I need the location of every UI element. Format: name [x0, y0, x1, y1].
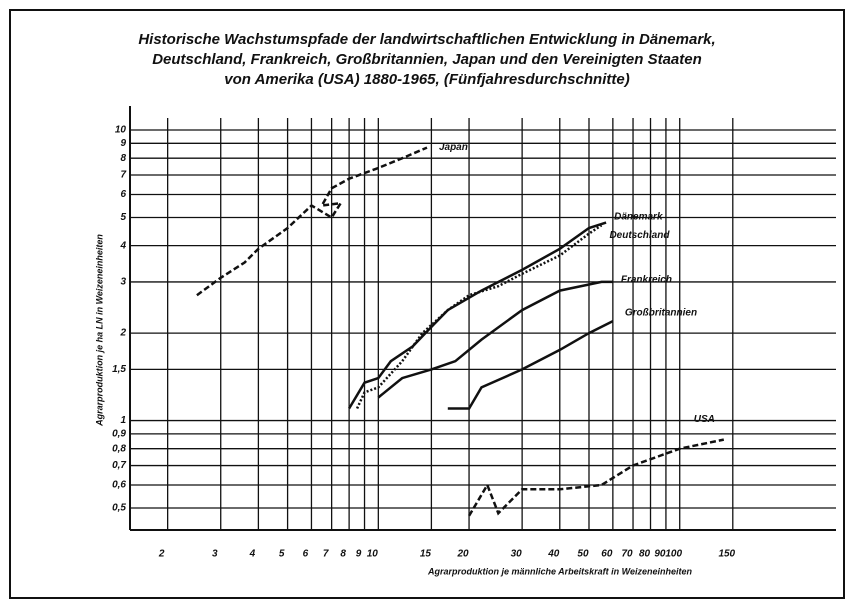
x-tick-label: 8 — [340, 549, 346, 560]
y-tick-label: 10 — [115, 125, 127, 136]
x-tick-label: 4 — [249, 549, 256, 560]
x-tick-label: 150 — [718, 549, 735, 560]
series-label: Großbritannien — [625, 308, 697, 319]
series-line — [196, 146, 428, 297]
x-tick-label: 50 — [577, 549, 589, 560]
y-tick-label: 1 — [120, 415, 126, 426]
series-label: Frankreich — [621, 275, 672, 286]
x-tick-label: 5 — [279, 549, 285, 560]
x-tick-label: 30 — [511, 549, 523, 560]
series-label: Japan — [439, 142, 468, 153]
y-tick-label: 0,6 — [112, 480, 126, 491]
y-tick-label: 7 — [120, 170, 126, 181]
x-tick-label: 6 — [303, 549, 309, 560]
series-line — [377, 280, 613, 399]
series-line — [355, 224, 603, 410]
x-tick-label: 20 — [456, 549, 469, 560]
frame — [9, 9, 845, 599]
x-tick-label: 70 — [621, 549, 633, 560]
y-tick-label: 2 — [119, 328, 126, 339]
y-tick-label: 1,5 — [112, 364, 126, 375]
x-tick-label: 7 — [323, 549, 329, 560]
chart-title: Historische Wachstumspfade der landwirts… — [138, 31, 715, 48]
x-tick-label: 9 — [356, 549, 362, 560]
series-label: Dänemark — [614, 211, 663, 222]
y-tick-label: 9 — [120, 138, 126, 149]
series-label: Deutschland — [609, 230, 670, 241]
y-tick-label: 6 — [120, 189, 126, 200]
y-tick-label: 0,9 — [112, 428, 126, 439]
y-tick-label: 0,5 — [112, 503, 126, 514]
y-tick-label: 5 — [120, 212, 126, 223]
x-tick-label: 2 — [158, 549, 165, 560]
series-label: USA — [694, 414, 715, 425]
y-axis-label: Agrarproduktion je ha LN in Weizeneinhei… — [94, 234, 104, 427]
x-tick-label: 15 — [420, 549, 432, 560]
x-axis-label: Agrarproduktion je männliche Arbeitskraf… — [427, 566, 693, 576]
x-tick-label: 3 — [212, 549, 218, 560]
series-line — [447, 319, 614, 410]
y-tick-label: 0,7 — [112, 460, 126, 471]
y-tick-label: 3 — [120, 277, 126, 288]
series-line — [348, 221, 607, 410]
x-tick-label: 60 — [601, 549, 613, 560]
y-tick-label: 4 — [119, 240, 126, 251]
x-tick-label: 80 — [639, 549, 651, 560]
x-tick-label: 40 — [547, 549, 560, 560]
y-tick-label: 8 — [120, 153, 126, 164]
chart-title: von Amerika (USA) 1880-1965, (Fünfjahres… — [224, 71, 629, 88]
series-line — [468, 438, 725, 517]
x-tick-label: 100 — [665, 549, 682, 560]
x-tick-label: 90 — [654, 549, 666, 560]
x-tick-label: 10 — [367, 549, 379, 560]
y-tick-label: 0,8 — [112, 443, 126, 454]
chart-title: Deutschland, Frankreich, Großbritannien,… — [152, 51, 702, 68]
